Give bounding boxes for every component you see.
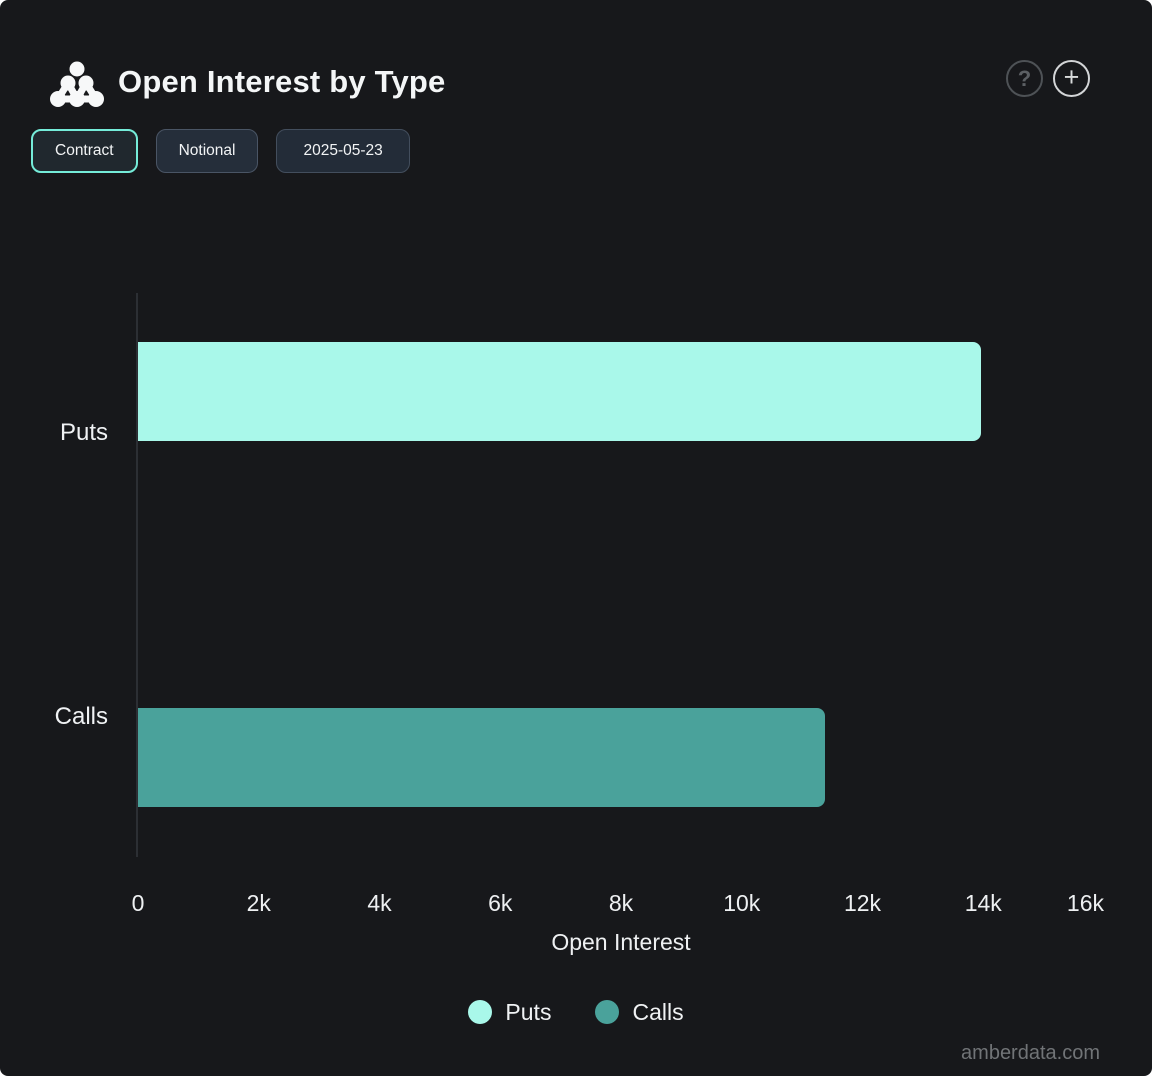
legend-item-calls[interactable]: Calls [595,998,684,1026]
x-tick-8k: 8k [608,890,634,916]
x-tick-14k: 14k [964,890,1002,916]
chart-legend: Puts Calls [0,998,1152,1026]
x-tick-0: 0 [131,890,145,916]
contract-toggle-button[interactable]: Contract [31,129,138,173]
legend-label: Puts [505,999,552,1025]
page-title: Open Interest by Type [118,64,446,99]
x-axis-title: Open Interest [551,929,691,955]
help-button[interactable]: ? [1006,60,1043,97]
legend-item-puts[interactable]: Puts [468,998,551,1026]
card-header: Open Interest by Type ? + [0,0,1152,120]
bar-puts[interactable] [138,342,981,441]
watermark: amberdata.com [961,1042,1100,1064]
notional-toggle-button[interactable]: Notional [155,129,259,173]
x-tick-2k: 2k [246,890,271,916]
x-tick-12k: 12k [843,890,882,916]
y-axis-label-puts: Puts [59,419,108,446]
amberdata-logo-icon [50,61,104,107]
y-axis-line [136,293,138,857]
chart-mode-controls: Contract Notional 2025-05-23 [31,129,410,173]
expiry-date-button[interactable]: 2025-05-23 [276,129,410,173]
legend-swatch-puts [468,1000,493,1024]
x-tick-10k: 10k [723,890,761,916]
legend-swatch-calls [595,1000,620,1024]
x-tick-4k: 4k [367,890,392,916]
add-button[interactable]: + [1053,60,1090,97]
bar-calls[interactable] [138,708,825,807]
x-tick-6k: 6k [488,890,513,916]
y-axis-label-calls: Calls [54,703,108,730]
legend-label: Calls [632,999,684,1025]
question-mark-icon: ? [1017,65,1032,91]
x-tick-16k: 16k [1066,890,1104,916]
plus-icon: + [1063,61,1080,92]
